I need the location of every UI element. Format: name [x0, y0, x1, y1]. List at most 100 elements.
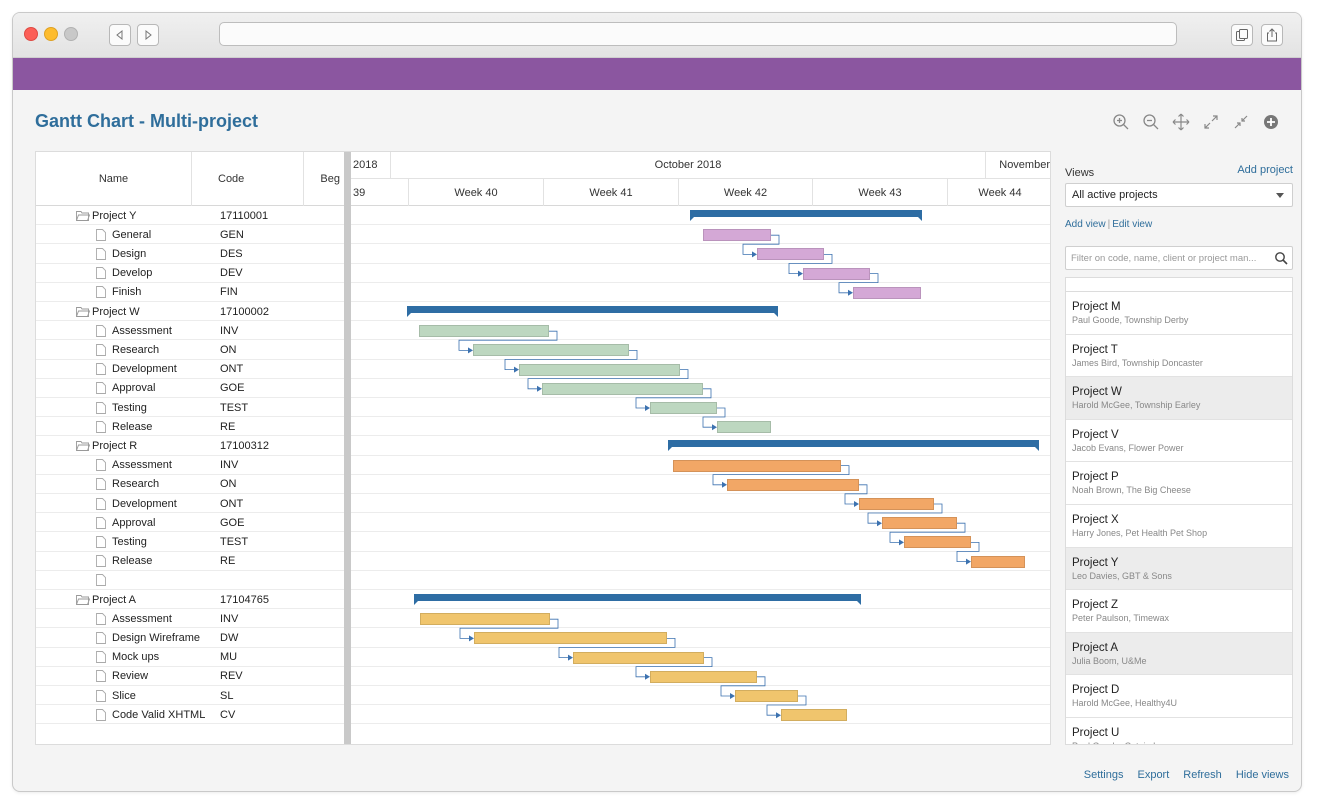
task-row[interactable]: Testing TEST	[36, 398, 344, 418]
project-filter-input[interactable]: Filter on code, name, client or project …	[1065, 246, 1293, 270]
project-row[interactable]: Project A 17104765	[36, 590, 344, 610]
project-meta: Harold McGee, Township Earley	[1072, 400, 1201, 411]
task-row[interactable]: Research ON	[36, 475, 344, 494]
edit-view-link[interactable]: Edit view	[1112, 219, 1153, 230]
zoom-window-button[interactable]	[64, 27, 78, 41]
task-row[interactable]: Design DES	[36, 244, 344, 264]
project-list-item[interactable]: Project V Jacob Evans, Flower Power	[1066, 420, 1292, 463]
task-bar[interactable]	[971, 555, 1025, 568]
task-row[interactable]: Development ONT	[36, 494, 344, 514]
back-button[interactable]	[109, 24, 131, 46]
task-row[interactable]: Finish FIN	[36, 283, 344, 302]
splitter[interactable]	[344, 152, 351, 744]
add-project-link[interactable]: Add project	[1237, 164, 1293, 176]
task-bar[interactable]	[673, 459, 841, 472]
expand-button[interactable]	[1201, 112, 1221, 132]
task-row[interactable]: Approval GOE	[36, 513, 344, 533]
task-bar[interactable]	[727, 478, 859, 491]
project-meta: Paul Goode, Township Derby	[1072, 315, 1189, 325]
project-list-item[interactable]: Project X Harry Jones, Pet Health Pet Sho…	[1066, 505, 1292, 548]
task-row[interactable]: Research ON	[36, 340, 344, 360]
project-list-item[interactable]: Project P Noah Brown, The Big Cheese	[1066, 462, 1292, 505]
project-list-item[interactable]: Project T James Bird, Township Doncaster	[1066, 335, 1292, 378]
task-row[interactable]: Testing TEST	[36, 532, 344, 552]
task-row[interactable]: Review REV	[36, 667, 344, 686]
project-row[interactable]: Project W 17100002	[36, 302, 344, 322]
task-row[interactable]: Approval GOE	[36, 379, 344, 398]
task-bar[interactable]	[904, 536, 971, 549]
project-name: Project Z	[1072, 599, 1119, 612]
export-link[interactable]: Export	[1137, 769, 1170, 781]
task-bar[interactable]	[419, 325, 549, 338]
task-row[interactable]: Mock ups MU	[36, 648, 344, 667]
task-bar[interactable]	[781, 709, 847, 722]
close-window-button[interactable]	[24, 27, 38, 41]
project-list-item[interactable]: Project W Harold McGee, Township Earley	[1066, 377, 1292, 420]
zoom-out-button[interactable]	[1141, 112, 1161, 132]
project-list-item[interactable]: Project U Paul Goode, Catnip Inc.	[1066, 718, 1292, 744]
name-column-header[interactable]: Name	[36, 152, 192, 206]
task-row[interactable]: Release RE	[36, 417, 344, 437]
project-summary-bar[interactable]	[407, 306, 778, 317]
tabs-button[interactable]	[1231, 24, 1253, 46]
row-code: GOE	[220, 516, 245, 529]
task-bar[interactable]	[420, 613, 550, 626]
project-row[interactable]: Project R 17100312	[36, 436, 344, 456]
project-summary-bar[interactable]	[414, 594, 861, 605]
task-row[interactable]: Assessment INV	[36, 609, 344, 629]
task-bar[interactable]	[803, 267, 870, 280]
project-list-item[interactable]: Project D Harold McGee, Healthy4U	[1066, 675, 1292, 718]
project-row[interactable]: Project Y 17110001	[36, 206, 344, 226]
task-row[interactable]: Develop DEV	[36, 264, 344, 283]
task-row[interactable]: General GEN	[36, 225, 344, 245]
row-name: General	[96, 225, 151, 244]
task-bar[interactable]	[573, 651, 704, 664]
project-list-item[interactable]: Project Y Leo Davies, GBT & Sons	[1066, 547, 1292, 591]
task-row[interactable]	[36, 571, 344, 590]
task-bar[interactable]	[519, 363, 680, 376]
row-code: ONT	[220, 363, 244, 376]
task-bar[interactable]	[703, 229, 771, 242]
task-bar[interactable]	[650, 402, 717, 414]
add-button[interactable]	[1261, 112, 1281, 132]
code-column-header[interactable]: Code	[192, 152, 304, 206]
minimize-window-button[interactable]	[44, 27, 58, 41]
task-row[interactable]: Release RE	[36, 552, 344, 571]
forward-button[interactable]	[137, 24, 159, 46]
project-list-item[interactable]: Project M Paul Goode, Township Derby	[1066, 292, 1292, 335]
task-row[interactable]: Assessment INV	[36, 321, 344, 341]
share-button[interactable]	[1261, 24, 1283, 46]
task-bar[interactable]	[735, 690, 798, 702]
tabs-icon	[1236, 29, 1248, 41]
view-select[interactable]: All active projects	[1065, 183, 1293, 207]
task-bar[interactable]	[474, 632, 667, 645]
collapse-button[interactable]	[1231, 112, 1251, 132]
task-bar[interactable]	[473, 344, 629, 357]
task-bar[interactable]	[542, 382, 703, 395]
address-bar[interactable]	[219, 22, 1177, 46]
hide-views-link[interactable]: Hide views	[1235, 769, 1289, 781]
dependency-link	[720, 676, 766, 697]
add-view-link[interactable]: Add view	[1065, 219, 1106, 230]
task-row[interactable]: Slice SL	[36, 686, 344, 706]
zoom-in-button[interactable]	[1111, 112, 1131, 132]
task-row[interactable]: Development ONT	[36, 360, 344, 379]
search-icon[interactable]	[1274, 251, 1288, 265]
task-bar[interactable]	[757, 248, 824, 261]
move-button[interactable]	[1171, 112, 1191, 132]
refresh-link[interactable]: Refresh	[1183, 769, 1222, 781]
project-list-item[interactable]: Project Z Peter Paulson, Timewax	[1066, 590, 1292, 633]
project-summary-bar[interactable]	[690, 210, 922, 221]
begin-column-header[interactable]: Beg	[320, 173, 340, 185]
project-list-item[interactable]: Project A Julia Boom, U&Me	[1066, 632, 1292, 676]
settings-link[interactable]: Settings	[1083, 769, 1124, 781]
task-bar[interactable]	[717, 421, 771, 434]
task-bar[interactable]	[859, 498, 934, 510]
task-bar[interactable]	[853, 286, 921, 299]
task-bar[interactable]	[650, 670, 757, 683]
task-bar[interactable]	[882, 517, 957, 530]
task-row[interactable]: Design Wireframe DW	[36, 628, 344, 648]
project-summary-bar[interactable]	[668, 440, 1039, 452]
task-row[interactable]: Assessment INV	[36, 456, 344, 475]
task-row[interactable]: Code Valid XHTML CV	[36, 705, 344, 725]
